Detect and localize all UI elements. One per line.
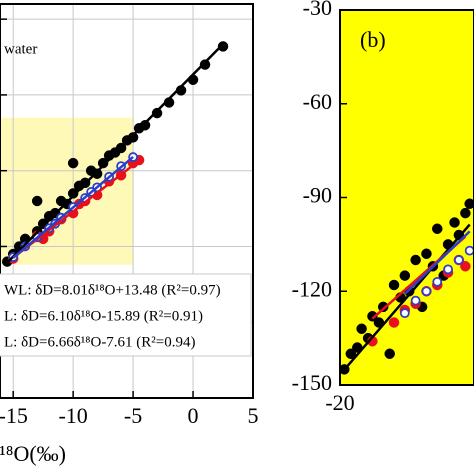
data-point <box>388 279 400 291</box>
data-point <box>367 311 378 322</box>
panel-label: (b) <box>360 27 386 52</box>
data-point <box>217 41 229 52</box>
data-point <box>67 157 79 169</box>
y-tick-label: -120 <box>292 276 332 301</box>
data-point <box>421 286 432 297</box>
fit-line <box>12 155 134 259</box>
data-point <box>345 348 357 359</box>
plot-background <box>340 10 474 385</box>
legend-box <box>0 273 252 357</box>
data-point <box>449 217 460 228</box>
plot-area <box>0 4 253 398</box>
data-point <box>97 157 109 169</box>
data-point <box>199 59 211 70</box>
fit-line <box>403 230 471 295</box>
x-tick-label: 5 <box>248 403 259 428</box>
data-point <box>443 264 453 275</box>
plot-frame <box>339 9 474 386</box>
data-point <box>421 248 432 259</box>
x-tick-label: 0 <box>188 403 199 428</box>
x-tick-label: -20 <box>325 390 354 415</box>
legend-text: L: δD=6.10δ¹⁸O-15.89 (R²=0.91) <box>4 308 203 324</box>
data-point <box>91 168 103 179</box>
data-point <box>139 119 151 131</box>
data-point <box>460 261 471 272</box>
data-point <box>127 132 139 143</box>
y-tick-label: -60 <box>303 89 332 114</box>
y-tick-label: -150 <box>292 370 332 395</box>
data-point <box>460 207 471 219</box>
annotation: water <box>4 41 37 57</box>
data-point <box>453 255 464 265</box>
data-point <box>67 188 79 199</box>
data-point <box>399 270 411 281</box>
x-axis-label: δ¹⁸O(‰) <box>0 441 66 466</box>
data-point <box>464 198 474 209</box>
fit-line <box>6 43 224 264</box>
fit-line <box>343 223 471 371</box>
y-tick-label: -90 <box>303 183 332 208</box>
data-point <box>432 223 443 234</box>
data-point <box>377 301 389 313</box>
y-tick-label: -30 <box>303 0 332 20</box>
x-tick-label: -10 <box>58 403 87 428</box>
legend-text: L: δD=6.66δ¹⁸O-7.61 (R²=0.94) <box>4 334 196 350</box>
data-point <box>31 195 43 207</box>
plot-area <box>340 198 474 375</box>
plot-frame <box>0 3 254 399</box>
data-point <box>410 254 421 266</box>
legend-text: WL: δD=8.01δ¹⁸O+13.48 (R²=0.97) <box>4 282 221 298</box>
data-point <box>399 308 410 319</box>
data-point <box>410 295 421 306</box>
data-point <box>384 348 395 359</box>
data-point <box>388 317 400 328</box>
data-point <box>151 107 163 119</box>
x-tick-label: -5 <box>124 403 142 428</box>
data-point <box>356 323 367 334</box>
data-point <box>432 276 443 287</box>
data-point <box>464 245 474 256</box>
x-tick-label: -15 <box>0 403 28 428</box>
